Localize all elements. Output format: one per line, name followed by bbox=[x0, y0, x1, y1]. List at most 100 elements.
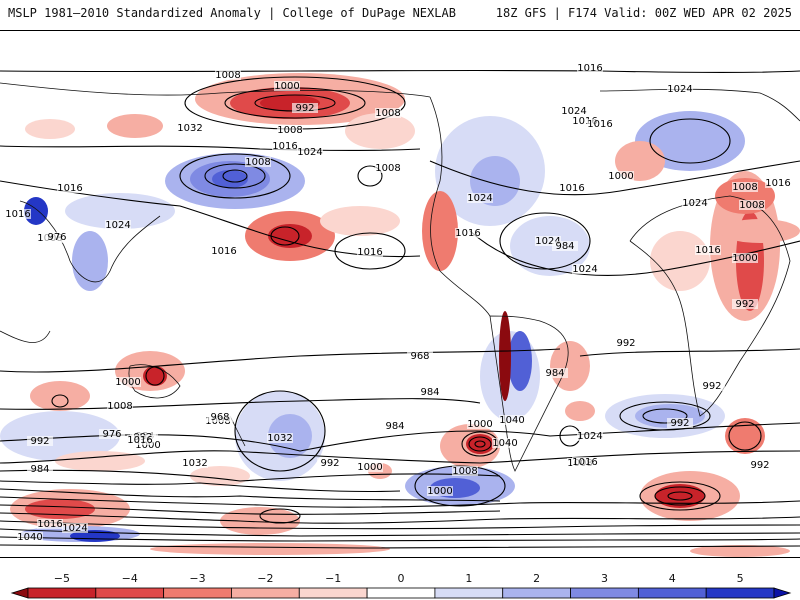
isobar-label: 992 bbox=[320, 458, 339, 469]
isobar-label-bg bbox=[577, 431, 603, 441]
colorbar-tick-label: 2 bbox=[533, 572, 541, 585]
isobar-label: 1024 bbox=[667, 84, 692, 95]
colorbar-bin bbox=[502, 587, 571, 599]
isobar-label-bg bbox=[561, 106, 587, 116]
isobar-label-bg bbox=[608, 171, 634, 181]
colorbar-bin bbox=[705, 587, 775, 599]
isobar-label: 1016 bbox=[455, 228, 480, 239]
isobar-label-bg bbox=[455, 228, 481, 238]
isobar-label: 1024 bbox=[561, 106, 586, 117]
isobar-label: 976 bbox=[102, 429, 121, 440]
colorbar-tip-max bbox=[773, 587, 792, 599]
isobar-label: 1000 bbox=[608, 171, 633, 182]
isobar-label-bg bbox=[211, 246, 237, 256]
isobar-label: 992 bbox=[670, 418, 689, 429]
colorbar-tick-label: 5 bbox=[736, 572, 744, 585]
isobar-label: 992 bbox=[735, 299, 754, 310]
isobar-label: 992 bbox=[702, 381, 721, 392]
map-title: MSLP 1981–2010 Standardized Anomaly | Co… bbox=[8, 6, 456, 20]
isobar-label-bg bbox=[577, 63, 603, 73]
isobar-label-bg bbox=[467, 193, 493, 203]
isobar-label-bg bbox=[542, 368, 568, 378]
isobar-label: 984 bbox=[545, 368, 564, 379]
isobar-label: 1000 bbox=[135, 440, 160, 451]
isobar-label-bg bbox=[739, 200, 765, 210]
isobar-label-bg bbox=[732, 299, 758, 309]
isobar-label-bg bbox=[107, 401, 133, 411]
colorbar-bin bbox=[434, 587, 504, 599]
isobar-label-bg bbox=[417, 387, 443, 397]
isobar-label: 1016 bbox=[559, 183, 584, 194]
colorbar-tick-label: −4 bbox=[121, 572, 138, 585]
isobar-label: 992 bbox=[616, 338, 635, 349]
coastlines bbox=[0, 82, 800, 472]
isobar-label: 1008 bbox=[375, 108, 400, 119]
isobar-label: 1008 bbox=[277, 125, 302, 136]
colorbar-tick-label: 1 bbox=[465, 572, 473, 585]
isobar-label: 984 bbox=[420, 387, 439, 398]
isobar-label: 968 bbox=[410, 351, 429, 362]
isobar-label-bg bbox=[127, 435, 153, 445]
colorbar-tick-label: −1 bbox=[325, 572, 342, 585]
isobar-label: 1000 bbox=[357, 462, 382, 473]
isobar-label-bg bbox=[732, 182, 758, 192]
isobar-label: 1024 bbox=[535, 236, 560, 247]
isobar-label: 1032 bbox=[267, 433, 292, 444]
isobar-label: 1040 bbox=[499, 415, 524, 426]
isobar-label: 1016 bbox=[272, 141, 297, 152]
colorbar-tick-label: −3 bbox=[189, 572, 206, 585]
isobar-label: 1024 bbox=[577, 431, 602, 442]
isobar-label: 1024 bbox=[682, 198, 707, 209]
isobar-label-bg bbox=[572, 457, 598, 467]
isobar-label-bg bbox=[407, 351, 433, 361]
colorbar-bin bbox=[27, 587, 97, 599]
isobar-label-bg bbox=[375, 108, 401, 118]
isobar-label-bg bbox=[27, 436, 53, 446]
isobar-label-bg bbox=[37, 519, 63, 529]
isobar-label: 1008 bbox=[739, 200, 764, 211]
colorbar-tick-labels: −5 −4 −3 −2 −1 0 1 2 3 4 5 bbox=[0, 572, 800, 586]
isobar-label-bg bbox=[695, 245, 721, 255]
isobar-label: 1008 bbox=[215, 70, 240, 81]
isobar-label-bg bbox=[267, 433, 293, 443]
isobar-label-bg bbox=[667, 418, 693, 428]
isobar-label: 984 bbox=[385, 421, 404, 432]
isobar-label: 992 bbox=[30, 436, 49, 447]
isobar-label: 1000 bbox=[732, 253, 757, 264]
isobar-label-bg bbox=[5, 209, 31, 219]
isobar-label: 1016 bbox=[5, 209, 30, 220]
colorbar-bin bbox=[231, 587, 300, 599]
isobar-label-bg bbox=[44, 232, 70, 242]
isobar-label: 1024 bbox=[467, 193, 492, 204]
isobar-label-bg bbox=[245, 157, 271, 167]
isobar-label: 1016 bbox=[37, 519, 62, 530]
isobar-label: 1016 bbox=[577, 63, 602, 74]
isobar-label-bg bbox=[215, 70, 241, 80]
isobar-label-bg bbox=[375, 163, 401, 173]
isobar-label: 1016 bbox=[572, 457, 597, 468]
isobar-label: 1024 bbox=[297, 147, 322, 158]
isobar-label: 968 bbox=[210, 412, 229, 423]
isobar-label-bg bbox=[62, 523, 88, 533]
isobar-label-bg bbox=[274, 81, 300, 91]
isobar-label-bg bbox=[587, 119, 613, 129]
isobar-label-bg bbox=[467, 419, 493, 429]
isobar-label-bg bbox=[613, 338, 639, 348]
isobar-label-bg bbox=[357, 247, 383, 257]
isobar-label-bg bbox=[292, 103, 318, 113]
isobar-label-bg bbox=[272, 141, 298, 151]
isobar-label-bg bbox=[57, 183, 83, 193]
colorbar-bin bbox=[163, 587, 232, 599]
colorbar-bin bbox=[637, 587, 707, 599]
colorbar-bin bbox=[570, 587, 639, 599]
isobar-label-bg bbox=[499, 415, 525, 425]
isobar-label: 1032 bbox=[182, 458, 207, 469]
isobar-label-bg bbox=[572, 264, 598, 274]
isobar-label-bg bbox=[297, 147, 323, 157]
isobar-label: 976 bbox=[47, 232, 66, 243]
colorbar bbox=[10, 587, 792, 599]
colorbar-bin bbox=[366, 587, 436, 599]
isobar-label-bg bbox=[207, 412, 233, 422]
isobar-label: 1008 bbox=[452, 466, 477, 477]
